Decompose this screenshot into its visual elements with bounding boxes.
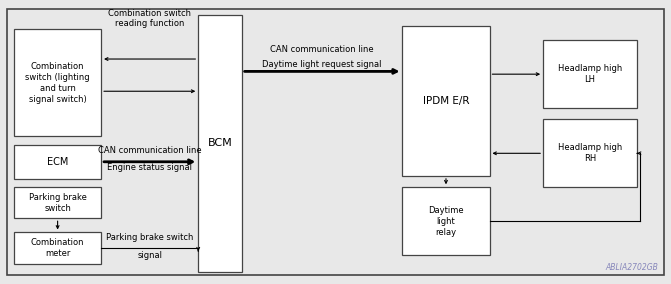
Bar bbox=[543, 40, 637, 108]
Text: Combination
switch (lighting
and turn
signal switch): Combination switch (lighting and turn si… bbox=[25, 62, 90, 104]
Text: Combination switch: Combination switch bbox=[108, 9, 191, 18]
Text: ECM: ECM bbox=[47, 157, 68, 167]
Text: ABLIA2702GB: ABLIA2702GB bbox=[605, 263, 658, 272]
Bar bbox=[14, 145, 101, 179]
Text: CAN communication line: CAN communication line bbox=[98, 146, 201, 155]
Text: Headlamp high
RH: Headlamp high RH bbox=[558, 143, 622, 163]
Text: Daytime light request signal: Daytime light request signal bbox=[262, 60, 382, 68]
Text: Headlamp high
LH: Headlamp high LH bbox=[558, 64, 622, 84]
Bar bbox=[14, 187, 101, 218]
Bar bbox=[14, 29, 101, 136]
Bar bbox=[403, 26, 490, 176]
Text: CAN communication line: CAN communication line bbox=[270, 45, 374, 55]
Text: reading function: reading function bbox=[115, 18, 185, 28]
Text: Parking brake switch: Parking brake switch bbox=[106, 233, 193, 242]
Text: BCM: BCM bbox=[207, 138, 232, 149]
Bar bbox=[403, 187, 490, 255]
Text: Parking brake
switch: Parking brake switch bbox=[29, 193, 87, 213]
Bar bbox=[14, 232, 101, 264]
Text: Engine status signal: Engine status signal bbox=[107, 163, 192, 172]
Text: signal: signal bbox=[137, 251, 162, 260]
Bar bbox=[543, 119, 637, 187]
Text: Daytime
light
relay: Daytime light relay bbox=[428, 206, 464, 237]
Text: IPDM E/R: IPDM E/R bbox=[423, 96, 469, 106]
Text: Combination
meter: Combination meter bbox=[31, 238, 85, 258]
Bar bbox=[198, 15, 242, 272]
